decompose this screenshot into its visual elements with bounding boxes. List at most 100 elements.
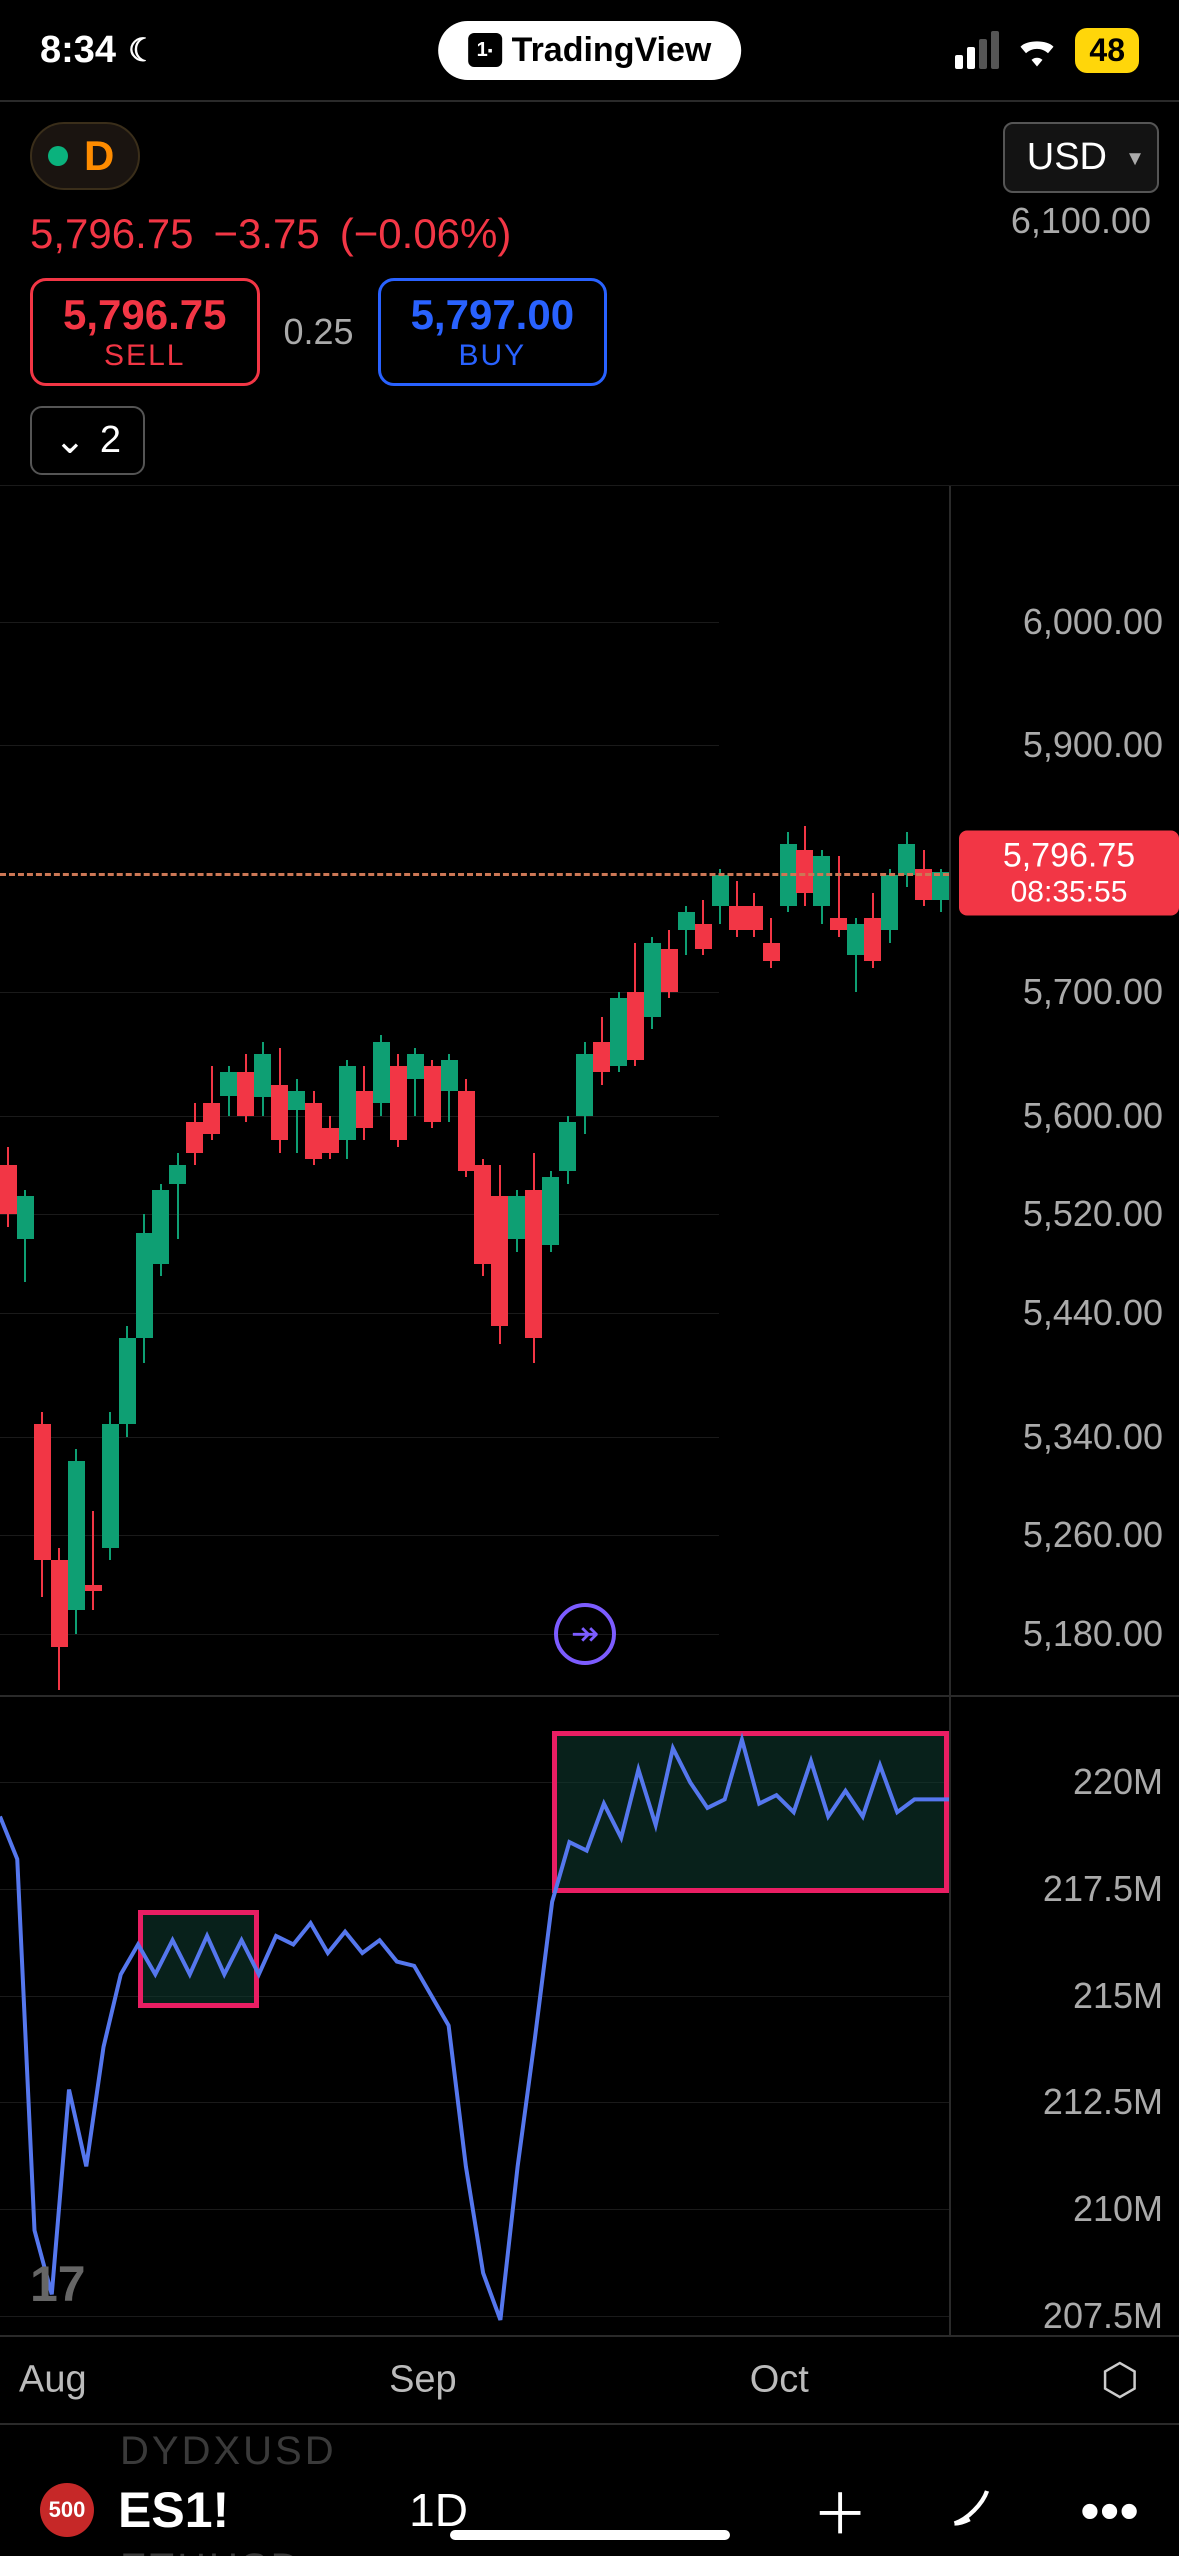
- price-tick: 5,180.00: [1023, 1613, 1163, 1655]
- buy-price: 5,797.00: [411, 291, 575, 339]
- sell-price: 5,796.75: [63, 291, 227, 339]
- candle: [746, 893, 763, 936]
- next-symbol-ghost: ETHUSD: [120, 2546, 302, 2556]
- gridline: [0, 745, 719, 746]
- candle: [203, 1066, 220, 1140]
- price-change-pct: (−0.06%): [340, 210, 512, 258]
- dynamic-island[interactable]: 1▪ TradingView: [438, 21, 742, 80]
- last-price: 5,796.75: [30, 210, 194, 258]
- battery-badge: 48: [1075, 28, 1139, 73]
- candle: [695, 900, 712, 956]
- candle: [322, 1116, 339, 1159]
- marker-countdown: 08:35:55: [971, 875, 1167, 909]
- current-price-line: [0, 873, 949, 876]
- candle: [864, 893, 881, 967]
- candle: [898, 832, 915, 888]
- candle: [813, 850, 830, 924]
- add-indicator-button[interactable]: ＋: [812, 2470, 868, 2551]
- time-tick: Sep: [389, 2359, 457, 2402]
- candle: [474, 1159, 491, 1276]
- candle: [881, 869, 898, 943]
- price-tick: 5,340.00: [1023, 1416, 1163, 1458]
- more-menu-button[interactable]: •••: [1080, 2478, 1139, 2543]
- price-tick: 5,260.00: [1023, 1514, 1163, 1556]
- candle: [0, 1147, 17, 1227]
- indicator-tick: 207.5M: [1043, 2295, 1163, 2337]
- candle: [678, 906, 695, 955]
- symbol-name[interactable]: ES1!: [118, 2481, 229, 2539]
- candle: [491, 1165, 508, 1344]
- candle-plot: [0, 486, 949, 1695]
- candle: [644, 937, 661, 1030]
- candle: [407, 1048, 424, 1116]
- tradingview-logo-icon: 1▪: [468, 33, 502, 67]
- main-chart[interactable]: 6,000.005,900.005,700.005,600.005,520.00…: [0, 485, 1179, 1695]
- candle: [627, 943, 644, 1066]
- indicator-axis[interactable]: 220M217.5M215M212.5M210M207.5M: [949, 1697, 1179, 2335]
- price-tick: 5,700.00: [1023, 971, 1163, 1013]
- indicator-plot: [0, 1697, 949, 2335]
- buy-label: BUY: [411, 339, 575, 373]
- price-axis[interactable]: 6,000.005,900.005,700.005,600.005,520.00…: [949, 486, 1179, 1695]
- candle: [712, 869, 729, 925]
- indicator-tick: 210M: [1073, 2188, 1163, 2230]
- chart-header: D USD 6,100.00 5,796.75 −3.75 (−0.06%) 5…: [0, 100, 1179, 485]
- chart-settings-icon[interactable]: ⬡: [1101, 2355, 1139, 2406]
- candle: [254, 1042, 271, 1116]
- candle: [542, 1171, 559, 1251]
- candle: [17, 1190, 34, 1283]
- candle: [525, 1153, 542, 1363]
- indicator-tick: 215M: [1073, 1975, 1163, 2017]
- candle: [373, 1035, 390, 1115]
- dnd-moon-icon: ☾: [128, 31, 157, 69]
- candle: [34, 1412, 51, 1597]
- indicator-line: [0, 1697, 949, 2337]
- indicator-tick: 212.5M: [1043, 2081, 1163, 2123]
- candle: [119, 1326, 136, 1437]
- time-axis[interactable]: ⬡ AugSepOct: [0, 2335, 1179, 2425]
- candle: [424, 1060, 441, 1128]
- replay-button[interactable]: ↠: [554, 1603, 616, 1665]
- timeframe-pill[interactable]: D: [30, 122, 140, 190]
- symbol-timeframe[interactable]: 1D: [409, 2483, 468, 2537]
- candle: [796, 826, 813, 906]
- market-status-dot-icon: [48, 146, 68, 166]
- candle: [339, 1060, 356, 1159]
- prev-symbol-ghost: DYDXUSD: [120, 2429, 337, 2474]
- candle: [220, 1066, 237, 1115]
- sell-button[interactable]: 5,796.75 SELL: [30, 278, 260, 386]
- time-tick: Oct: [750, 2359, 809, 2402]
- sp500-badge-icon[interactable]: 500: [40, 2483, 94, 2537]
- candle: [458, 1079, 475, 1178]
- candle: [152, 1184, 169, 1277]
- candle: [51, 1548, 68, 1690]
- candle: [576, 1042, 593, 1135]
- price-tick: 6,000.00: [1023, 601, 1163, 643]
- buy-button[interactable]: 5,797.00 BUY: [378, 278, 608, 386]
- price-tick: 5,600.00: [1023, 1095, 1163, 1137]
- candle: [508, 1190, 525, 1252]
- gridline: [0, 622, 719, 623]
- indicator-panel[interactable]: 220M217.5M215M212.5M210M207.5M 17: [0, 1695, 1179, 2335]
- candle: [830, 856, 847, 936]
- candle: [186, 1103, 203, 1165]
- candle: [847, 918, 864, 992]
- candle: [85, 1511, 102, 1610]
- candle: [169, 1153, 186, 1239]
- cellular-signal-icon: [955, 31, 999, 69]
- candle: [915, 850, 932, 906]
- candle: [237, 1054, 254, 1122]
- panes-count: 2: [100, 419, 121, 462]
- candle: [271, 1048, 288, 1153]
- price-tick: 5,520.00: [1023, 1193, 1163, 1235]
- candle: [559, 1116, 576, 1184]
- currency-dropdown[interactable]: USD: [1003, 122, 1159, 193]
- candle: [661, 930, 678, 998]
- price-summary: 5,796.75 −3.75 (−0.06%): [30, 210, 1149, 258]
- candle: [593, 1017, 610, 1085]
- panes-toggle[interactable]: ⌄ 2: [30, 406, 145, 475]
- candle: [729, 881, 746, 937]
- axis-overflow-label: 6,100.00: [1011, 200, 1151, 242]
- draw-tool-button[interactable]: [948, 2478, 1000, 2543]
- status-bar: 8:34 ☾ 1▪ TradingView 48: [0, 0, 1179, 100]
